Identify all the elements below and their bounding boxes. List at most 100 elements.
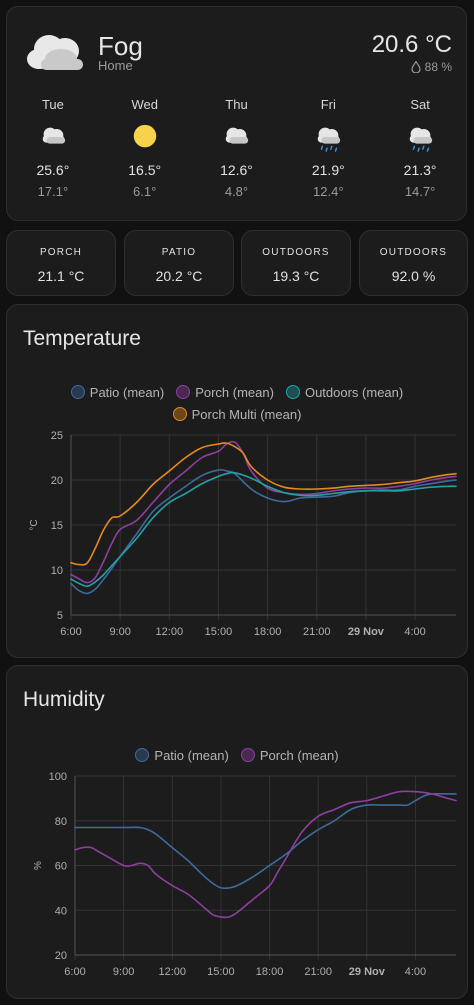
humidity-chart[interactable]: 20 40 60 80 100 6:00 9:00 12:00 15:00 18:00 21:00 2…	[7, 666, 469, 1000]
current-humidity: 88 %	[411, 60, 452, 74]
x-tick-label: 18:00	[254, 626, 282, 638]
current-temperature: 20.6 °C	[371, 31, 452, 58]
sensor-tile-outdoors-humidity[interactable]: OUTDOORS 92.0 %	[359, 230, 468, 296]
y-axis-label: °C	[29, 519, 40, 530]
rainy-icon	[409, 127, 433, 152]
y-tick-label: 40	[55, 905, 67, 917]
legend-swatch	[176, 385, 191, 399]
weather-forecast-card[interactable]: Fog Home 20.6 °C 88 % Tue 25.6° 17.1° Wed 16…	[6, 6, 467, 221]
forecast-day-name: Fri	[320, 97, 336, 112]
forecast-day-name: Thu	[225, 97, 248, 112]
water-drop-icon	[411, 61, 421, 73]
sensor-name: PORCH	[39, 247, 83, 258]
x-tick-label: 18:00	[256, 966, 284, 978]
y-tick-label: 15	[51, 520, 63, 532]
legend-label: Porch Multi (mean)	[191, 406, 302, 422]
forecast-high: 21.3°	[403, 162, 437, 178]
forecast-high: 25.6°	[36, 162, 70, 178]
graph-title: Humidity	[23, 688, 105, 711]
graph-title: Temperature	[23, 327, 141, 350]
legend-item[interactable]: Patio (mean)	[135, 744, 229, 766]
x-tick-label: 4:00	[404, 626, 425, 638]
x-tick-label: 4:00	[405, 966, 426, 978]
weather-condition: Fog	[98, 31, 143, 61]
sensor-name: OUTDOORS	[262, 247, 330, 258]
legend-label: Patio (mean)	[89, 384, 165, 400]
legend-item[interactable]: Outdoors (mean)	[285, 381, 404, 403]
legend-swatch	[70, 385, 85, 399]
humidity-legend: Patio (mean) Porch (mean)	[7, 744, 467, 766]
x-tick-label: 21:00	[303, 626, 331, 638]
sensor-tile-outdoors-temperature[interactable]: OUTDOORS 19.3 °C	[241, 230, 351, 296]
cloudy-icon	[42, 127, 66, 144]
forecast-day-thu: Thu 12.6° 4.8°	[191, 97, 283, 199]
forecast-day-name: Wed	[131, 97, 158, 112]
sensor-tile-patio[interactable]: PATIO 20.2 °C	[124, 230, 234, 296]
legend-item[interactable]: Porch (mean)	[240, 744, 339, 766]
temperature-legend: Patio (mean) Porch (mean) Outdoors (mean) P…	[7, 381, 467, 425]
sensor-value: 21.1 °C	[37, 268, 85, 284]
forecast-low: 6.1°	[133, 184, 157, 199]
series-line-porch-mean[interactable]	[70, 440, 457, 584]
forecast-high: 21.9°	[311, 162, 345, 178]
forecast-low: 4.8°	[224, 184, 249, 199]
sensor-value: 19.3 °C	[272, 268, 320, 284]
y-tick-label: 20	[51, 475, 63, 487]
forecast-day-wed: Wed 16.5° 6.1°	[99, 97, 191, 199]
daily-forecast: Tue 25.6° 17.1° Wed 16.5° 6.1° Thu 12.6° 4.8° Fri…	[7, 97, 466, 199]
legend-label: Porch (mean)	[195, 384, 274, 400]
y-tick-label: 25	[51, 430, 63, 442]
legend-label: Porch (mean)	[259, 747, 339, 763]
y-tick-label: 20	[55, 950, 67, 962]
temperature-graph-card[interactable]: Temperature Patio (mean) Porch (mean) Outd…	[6, 304, 468, 658]
y-tick-label: 100	[49, 771, 67, 783]
x-tick-label: 15:00	[205, 626, 233, 638]
legend-item[interactable]: Porch (mean)	[176, 381, 274, 403]
humidity-graph-card[interactable]: Humidity Patio (mean) Porch (mean) 20 40 60…	[6, 665, 468, 999]
forecast-day-name: Sat	[410, 97, 430, 112]
forecast-day-name: Tue	[41, 97, 64, 112]
weather-location: Home	[98, 58, 133, 73]
sensor-name: PATIO	[161, 247, 197, 258]
series-line-porch-multi-mean[interactable]	[70, 442, 457, 566]
cloudy-icon	[226, 127, 249, 144]
x-tick-label: 29 Nov	[349, 966, 386, 978]
sensor-value: 20.2 °C	[155, 268, 203, 284]
legend-label: Outdoors (mean)	[304, 384, 404, 400]
sensor-tile-porch[interactable]: PORCH 21.1 °C	[6, 230, 116, 296]
x-tick-label: 9:00	[113, 966, 134, 978]
y-tick-label: 80	[55, 816, 67, 828]
forecast-low: 12.4°	[313, 184, 344, 199]
series-line-porch-mean[interactable]	[74, 790, 457, 919]
x-tick-label: 9:00	[109, 626, 130, 638]
forecast-low: 17.1°	[37, 184, 69, 199]
x-tick-label: 12:00	[159, 966, 187, 978]
sensor-value: 92.0 %	[391, 268, 436, 284]
legend-swatch	[240, 748, 255, 762]
series-line-outdoors-mean[interactable]	[70, 471, 457, 588]
x-tick-label: 6:00	[60, 626, 81, 638]
y-tick-label: 10	[51, 565, 63, 577]
y-tick-label: 5	[57, 610, 63, 622]
legend-item[interactable]: Porch Multi (mean)	[172, 403, 302, 425]
sunny-icon	[133, 124, 156, 148]
forecast-day-fri: Fri 21.9° 12.4°	[282, 97, 374, 199]
y-tick-label: 60	[55, 861, 67, 873]
cloud-icon	[27, 35, 83, 70]
forecast-high: 16.5°	[128, 162, 162, 178]
temperature-chart[interactable]: 5 10 15 20 25 6:00 9:00 12:00 15:00 18:00 21:00 29 …	[7, 305, 469, 659]
legend-item[interactable]: Patio (mean)	[70, 381, 165, 403]
forecast-day-sat: Sat 21.3° 14.7°	[374, 97, 466, 199]
series-line-patio-mean[interactable]	[74, 792, 457, 890]
series-line-patio-mean[interactable]	[70, 469, 457, 595]
forecast-low: 14.7°	[404, 184, 436, 199]
x-tick-label: 29 Nov	[348, 626, 385, 638]
x-tick-label: 12:00	[156, 626, 184, 638]
x-tick-label: 15:00	[207, 966, 235, 978]
legend-swatch	[285, 385, 300, 399]
x-tick-label: 6:00	[64, 966, 85, 978]
legend-swatch	[135, 748, 150, 762]
legend-swatch	[172, 407, 187, 421]
rainy-icon	[317, 127, 341, 152]
forecast-high: 12.6°	[220, 162, 253, 178]
